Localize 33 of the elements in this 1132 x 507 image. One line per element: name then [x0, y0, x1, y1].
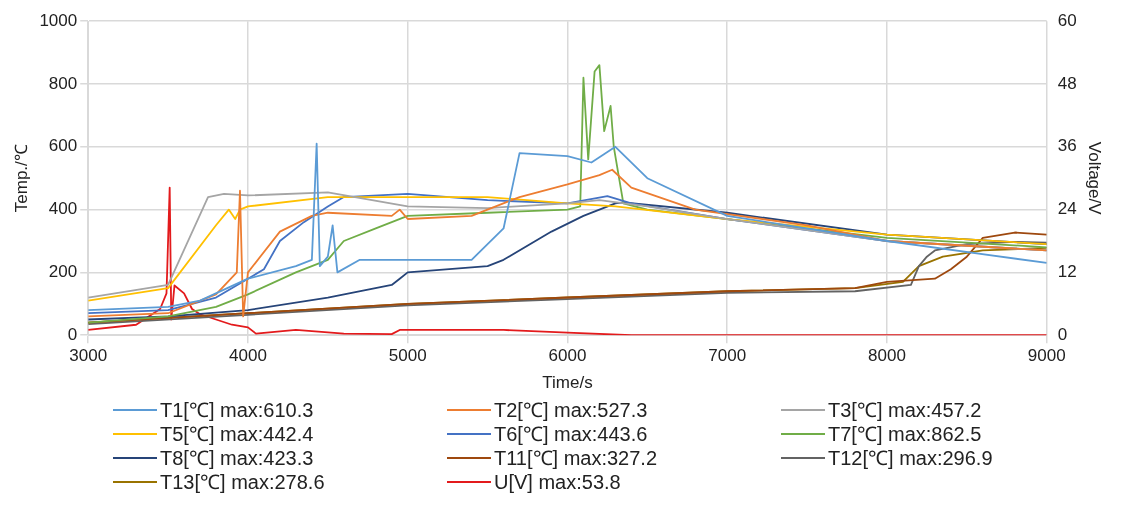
x-axis-title: Time/s — [542, 373, 593, 393]
y2-tick-label: 36 — [1057, 136, 1077, 156]
legend-label: T8[℃] max:423.3 — [160, 446, 314, 470]
x-tick-label: 7000 — [708, 346, 747, 366]
x-tick-label: 8000 — [868, 346, 906, 366]
legend-label: U[V] max:53.8 — [494, 470, 621, 494]
legend-label: T2[℃] max:527.3 — [494, 398, 648, 422]
x-tick-label: 4000 — [229, 346, 267, 366]
y2-tick-label: 24 — [1057, 199, 1077, 219]
x-tick-label: 9000 — [1027, 346, 1066, 366]
y-tick-label: 600 — [48, 136, 78, 156]
y-tick-label: 0 — [67, 324, 78, 344]
y2-axis-title: Voltage/V — [1085, 141, 1105, 216]
y-tick-label: 200 — [48, 262, 78, 282]
x-tick-label: 5000 — [388, 346, 427, 366]
x-tick-label: 3000 — [69, 346, 108, 366]
legend-label: T11[℃] max:327.2 — [494, 446, 658, 470]
y-tick-label: 400 — [48, 199, 78, 219]
legend-label: T5[℃] max:442.4 — [160, 422, 314, 446]
legend-label: T13[℃] max:278.6 — [160, 470, 325, 494]
y-tick-label: 1000 — [39, 10, 78, 30]
legend-label: T12[℃] max:296.9 — [828, 446, 993, 470]
legend-label: T7[℃] max:862.5 — [828, 422, 982, 446]
x-tick-label: 6000 — [548, 346, 587, 366]
y2-tick-label: 12 — [1057, 262, 1077, 282]
legend-label: T1[℃] max:610.3 — [160, 398, 314, 422]
y2-tick-label: 60 — [1057, 10, 1077, 30]
legend-label: T6[℃] max:443.6 — [494, 422, 648, 446]
legend-label: T3[℃] max:457.2 — [828, 398, 982, 422]
y2-tick-label: 0 — [1057, 324, 1068, 344]
y-tick-label: 800 — [48, 73, 78, 93]
y-axis-title: Temp./℃ — [11, 144, 31, 213]
y2-tick-label: 48 — [1057, 73, 1077, 93]
